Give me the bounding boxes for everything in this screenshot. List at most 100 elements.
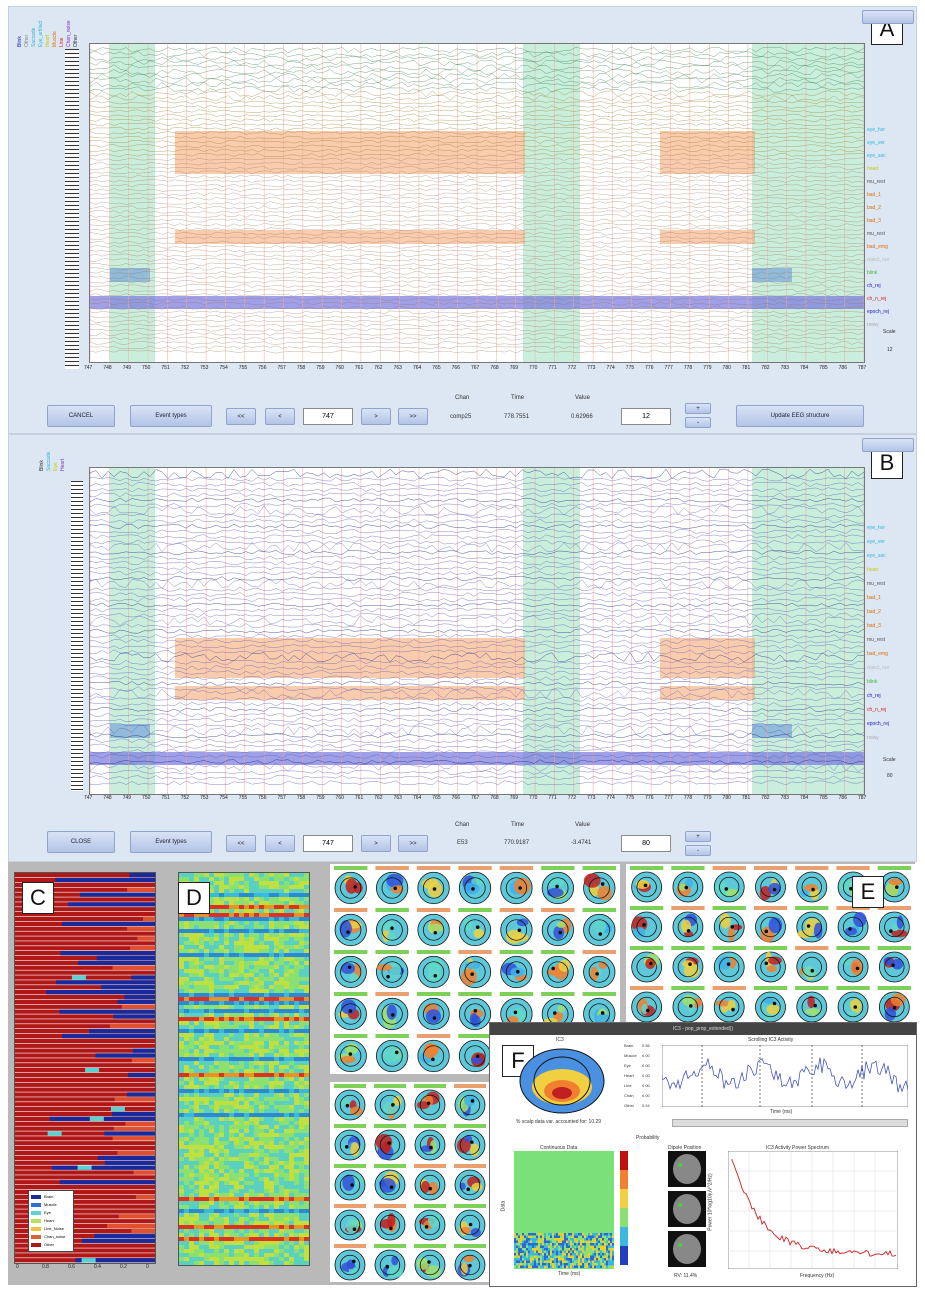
time-input-a[interactable]: 747 — [303, 408, 353, 425]
heatmap-cell — [269, 881, 274, 885]
erp-cell — [586, 1238, 588, 1241]
erp-cell — [572, 1248, 574, 1251]
heatmap-cell — [224, 1097, 229, 1101]
event-types-button[interactable]: Event types — [130, 405, 212, 427]
heatmap-cell — [264, 1137, 269, 1141]
erp-cell — [526, 1258, 528, 1261]
channel-label: bad_2 — [867, 609, 881, 615]
window-title-bar[interactable]: IC3 - pop_prop_extended() — [490, 1023, 916, 1035]
classification-bar — [127, 1072, 155, 1078]
channel-label: bad_1 — [867, 595, 881, 601]
heatmap-cell — [264, 1017, 269, 1021]
heatmap-cell — [259, 889, 264, 893]
scale-input-b[interactable]: 80 — [621, 835, 671, 852]
channel-label: bad_3 — [867, 218, 881, 224]
erp-cell — [520, 1255, 522, 1258]
heatmap-cell — [184, 1185, 189, 1189]
heatmap-cell — [204, 1073, 209, 1077]
heatmap-cell — [279, 909, 284, 913]
erp-cell — [536, 1240, 538, 1243]
timecourse-scrollbar[interactable] — [672, 1119, 908, 1127]
scale-input-a[interactable]: 12 — [621, 408, 671, 425]
window-corner-button-b[interactable] — [862, 438, 914, 452]
heatmap-cell — [289, 953, 294, 957]
window-corner-button[interactable] — [862, 10, 914, 24]
erp-cell — [588, 1265, 590, 1268]
erp-cell — [590, 1263, 592, 1266]
heatmap-cell — [294, 1225, 299, 1229]
component-label-bar — [836, 946, 870, 950]
eeg-plot-b[interactable] — [89, 467, 865, 795]
erp-cell — [594, 1265, 596, 1268]
heatmap-cell — [189, 1013, 194, 1017]
heatmap-cell — [194, 1137, 199, 1141]
heatmap-cell — [234, 1129, 239, 1133]
heatmap-cell — [294, 1149, 299, 1153]
prev-page-button-b[interactable]: < — [265, 835, 295, 852]
eeg-trace — [90, 578, 864, 590]
scale-up-button-a[interactable]: + — [685, 403, 711, 414]
heatmap-cell — [199, 1149, 204, 1153]
heatmap-cell — [194, 937, 199, 941]
component-label-bar — [334, 1164, 366, 1168]
erp-cell — [516, 1263, 518, 1266]
erp-cell — [586, 1260, 588, 1263]
first-page-button[interactable]: << — [226, 408, 256, 425]
next-page-button[interactable]: > — [361, 408, 391, 425]
scale-down-button-a[interactable]: - — [685, 417, 711, 428]
eeg-trace — [90, 201, 864, 205]
erp-cell — [554, 1243, 556, 1246]
heatmap-cell — [239, 1137, 244, 1141]
heatmap-cell — [294, 913, 299, 917]
heatmap-cell — [184, 921, 189, 925]
heatmap-cell — [214, 1093, 219, 1097]
time-input-b[interactable]: 747 — [303, 835, 353, 852]
heatmap-cell — [219, 1085, 224, 1089]
dipole-marker — [346, 930, 350, 934]
heatmap-cell — [199, 1025, 204, 1029]
component-label-bar — [414, 1164, 446, 1168]
heatmap-cell — [229, 985, 234, 989]
eeg-trace — [90, 571, 864, 576]
heatmap-cell — [264, 957, 269, 961]
heatmap-cell — [254, 1193, 259, 1197]
heatmap-cell — [279, 973, 284, 977]
heatmap-cell — [289, 921, 294, 925]
heatmap-cell — [304, 1073, 309, 1077]
prev-page-button[interactable]: < — [265, 408, 295, 425]
heatmap-cell — [209, 1145, 214, 1149]
next-page-button-b[interactable]: > — [361, 835, 391, 852]
eeg-trace — [90, 223, 864, 227]
heatmap-cell — [284, 909, 289, 913]
heatmap-cell — [219, 897, 224, 901]
last-page-button-b[interactable]: >> — [398, 835, 428, 852]
heatmap-cell — [224, 893, 229, 897]
event-types-button-b[interactable]: Event types — [130, 831, 212, 853]
heatmap-cell — [249, 1261, 254, 1265]
scale-up-button-b[interactable]: + — [685, 831, 711, 842]
heatmap-cell — [234, 945, 239, 949]
activation-heatmap — [179, 873, 309, 1265]
eeg-plot-a[interactable] — [89, 43, 865, 363]
eeg-trace — [90, 576, 864, 582]
heatmap-cell — [264, 1077, 269, 1081]
dipole-marker — [345, 1103, 350, 1108]
update-eeg-button[interactable]: Update EEG structure — [736, 405, 864, 427]
eeg-trace — [90, 665, 864, 671]
last-page-button[interactable]: >> — [398, 408, 428, 425]
cancel-button[interactable]: CANCEL — [47, 405, 115, 427]
heatmap-cell — [304, 1049, 309, 1053]
heatmap-cell — [224, 1189, 229, 1193]
heatmap-cell — [304, 1157, 309, 1161]
heatmap-cell — [214, 885, 219, 889]
heatmap-cell — [279, 961, 284, 965]
heatmap-cell — [229, 1037, 234, 1041]
heatmap-cell — [269, 925, 274, 929]
heatmap-cell — [244, 1037, 249, 1041]
channel-label: epoch_rej — [867, 309, 889, 315]
heatmap-cell — [214, 985, 219, 989]
close-button[interactable]: CLOSE — [47, 831, 115, 853]
erp-cell — [586, 1265, 588, 1268]
scale-down-button-b[interactable]: - — [685, 845, 711, 856]
first-page-button-b[interactable]: << — [226, 835, 256, 852]
